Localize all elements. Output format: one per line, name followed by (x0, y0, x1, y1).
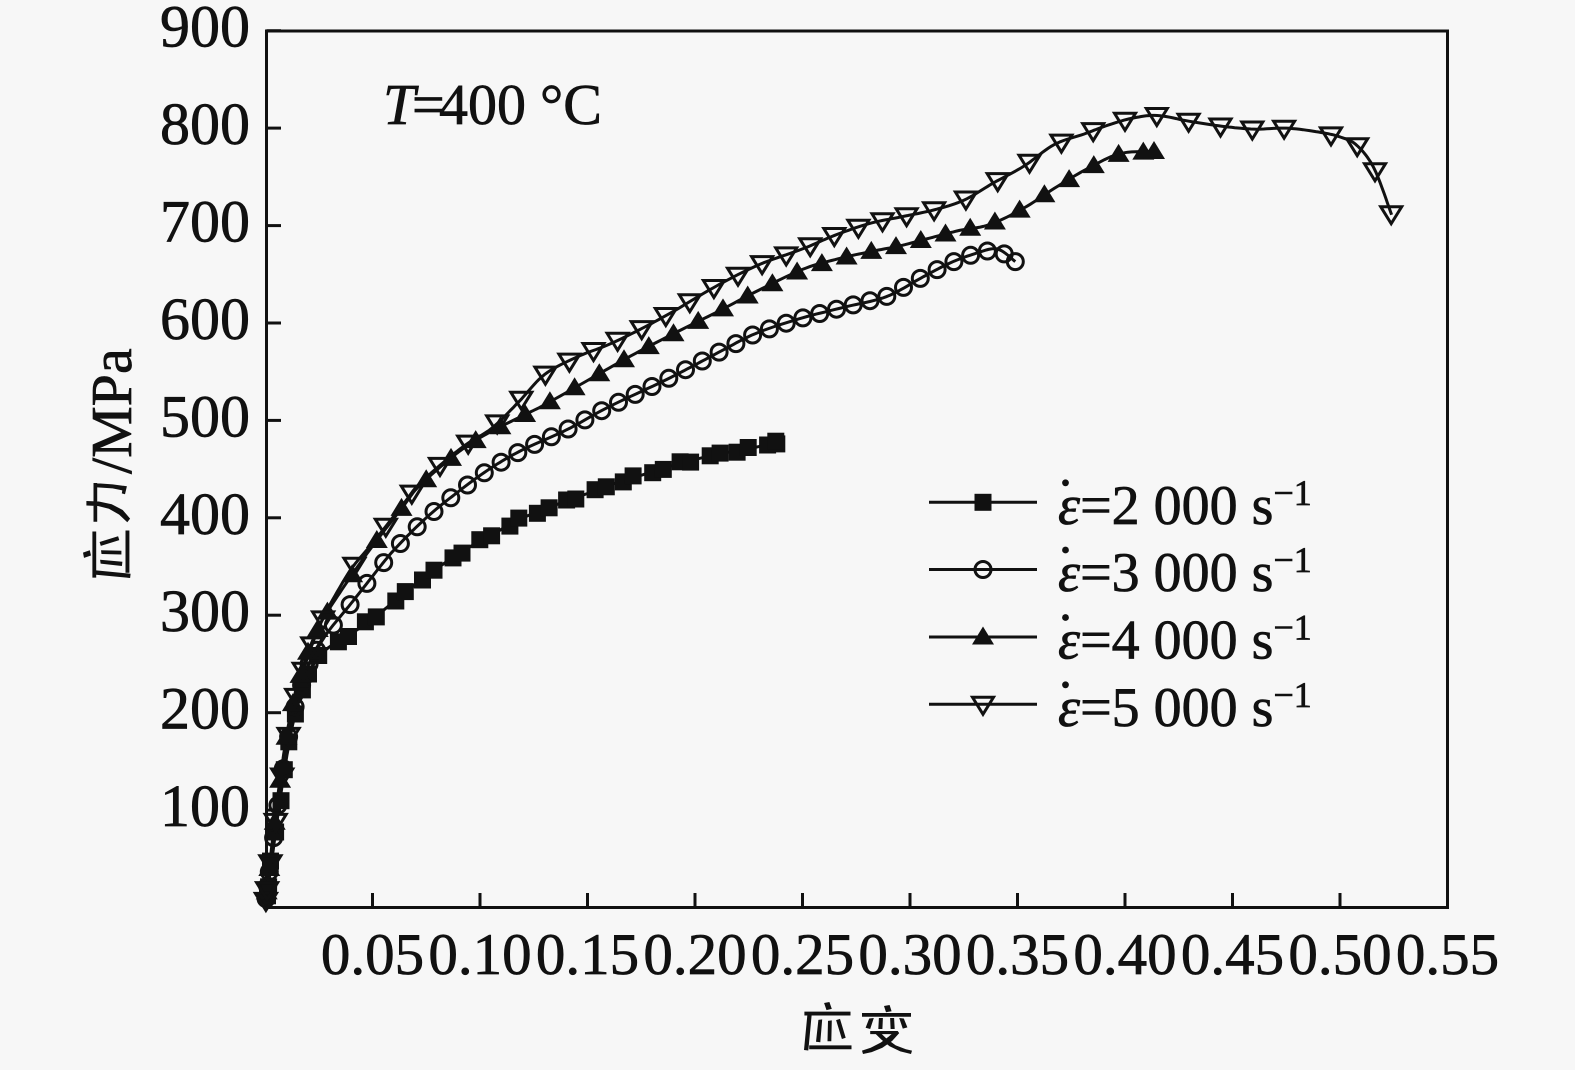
svg-text:ε=3 000 s−1: ε=3 000 s−1 (1058, 540, 1312, 604)
svg-text:700: 700 (160, 189, 250, 255)
svg-text:0.50: 0.50 (1288, 921, 1391, 987)
svg-text:°C: °C (540, 72, 602, 137)
svg-text:ε=5 000 s−1: ε=5 000 s−1 (1058, 675, 1312, 739)
svg-text:600: 600 (160, 286, 250, 352)
svg-text:400: 400 (160, 481, 250, 547)
svg-text:T=400: T=400 (383, 72, 526, 137)
svg-text:/MPa: /MPa (79, 348, 144, 474)
svg-text:900: 900 (160, 0, 250, 60)
svg-text:0.10: 0.10 (428, 921, 531, 987)
svg-text:300: 300 (160, 578, 250, 644)
svg-text:200: 200 (160, 676, 250, 742)
svg-text:ε=4 000 s−1: ε=4 000 s−1 (1058, 608, 1312, 672)
svg-text:800: 800 (160, 91, 250, 157)
svg-text:0.05: 0.05 (321, 921, 424, 987)
svg-text:0.30: 0.30 (858, 921, 961, 987)
svg-text:0.35: 0.35 (966, 921, 1069, 987)
svg-text:0.55: 0.55 (1396, 921, 1499, 987)
svg-text:0.20: 0.20 (643, 921, 746, 987)
svg-text:0.40: 0.40 (1073, 921, 1176, 987)
svg-text:ε=2 000 s−1: ε=2 000 s−1 (1058, 473, 1312, 537)
svg-text:0.15: 0.15 (536, 921, 639, 987)
svg-text:0.25: 0.25 (751, 921, 854, 987)
svg-text:0.45: 0.45 (1181, 921, 1284, 987)
svg-text:100: 100 (160, 773, 250, 839)
svg-text:500: 500 (160, 383, 250, 449)
